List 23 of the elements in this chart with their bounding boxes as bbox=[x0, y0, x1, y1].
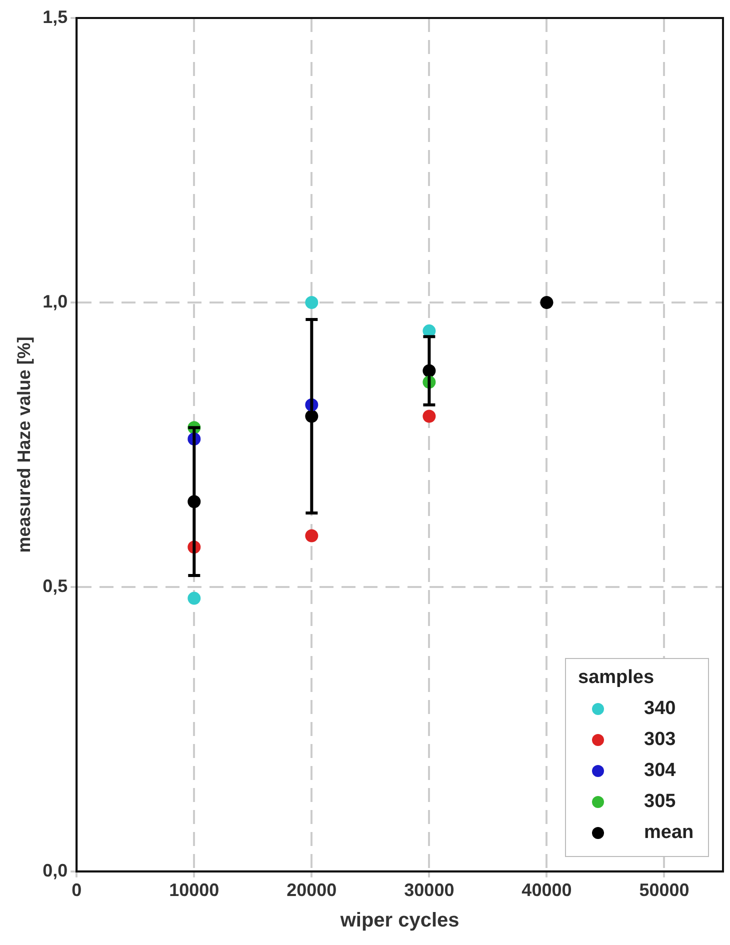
y-axis-title: measured Haze value [%] bbox=[14, 336, 34, 553]
legend-label: 304 bbox=[644, 760, 676, 782]
x-tick-label: 0 bbox=[72, 880, 82, 900]
y-tick-label: 1,5 bbox=[42, 6, 68, 27]
point bbox=[305, 529, 318, 542]
point bbox=[188, 592, 201, 605]
x-axis-title: wiper cycles bbox=[339, 910, 460, 932]
legend-title: samples bbox=[578, 667, 656, 690]
y-tick-label: 0,0 bbox=[42, 860, 68, 880]
x-tick-label: 30000 bbox=[404, 880, 454, 900]
x-tick-label: 10000 bbox=[169, 880, 220, 900]
y-tick-label: 1,0 bbox=[42, 291, 68, 312]
x-tick-label: 20000 bbox=[286, 880, 337, 900]
legend-label: 340 bbox=[644, 698, 676, 720]
point bbox=[422, 410, 436, 423]
y-tick-label: 0,5 bbox=[42, 576, 68, 596]
point bbox=[540, 296, 554, 309]
point bbox=[305, 296, 318, 309]
x-tick-label: 40000 bbox=[522, 880, 572, 900]
legend-label: 305 bbox=[644, 790, 676, 813]
legend-label: mean bbox=[644, 822, 694, 844]
x-tick-label: 50000 bbox=[639, 880, 690, 900]
legend-label: 303 bbox=[644, 728, 676, 751]
